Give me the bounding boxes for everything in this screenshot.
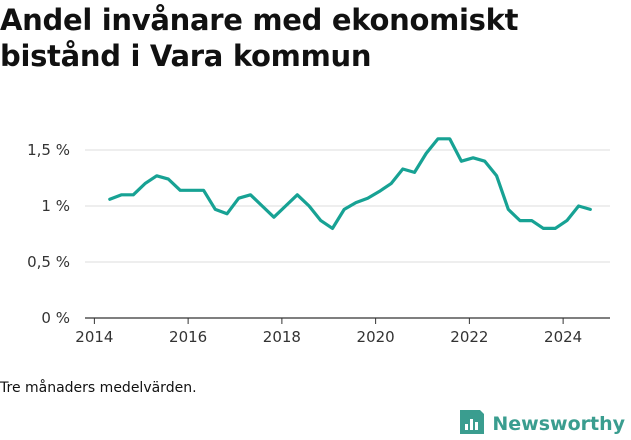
y-tick-label: 1,5 % xyxy=(27,141,70,159)
y-tick-label: 1 % xyxy=(41,197,70,215)
series-layer xyxy=(108,137,592,230)
chart-title: Andel invånare med ekonomiskt bistånd i … xyxy=(0,3,519,73)
x-tick-label: 2022 xyxy=(450,328,488,346)
brand-name: Newsworthy xyxy=(492,413,625,435)
x-tick-label: 2018 xyxy=(263,328,301,346)
y-tick-label: 0,5 % xyxy=(27,253,70,271)
x-tick-label: 2014 xyxy=(75,328,113,346)
series-line xyxy=(108,137,592,230)
bar-chart-doc-icon xyxy=(458,408,486,440)
x-tick-label: 2016 xyxy=(169,328,207,346)
y-axis-labels: 0 % 0,5 % 1 % 1,5 % xyxy=(27,141,70,327)
brand-logo[interactable]: Newsworthy xyxy=(458,408,625,440)
y-tick-label: 0 % xyxy=(41,309,70,327)
x-tick-label: 2020 xyxy=(357,328,395,346)
footnote: Tre månaders medelvärden. xyxy=(0,380,197,396)
x-tick-label: 2024 xyxy=(544,328,582,346)
x-axis: 2014 2016 2018 2020 2022 2024 xyxy=(75,317,610,346)
